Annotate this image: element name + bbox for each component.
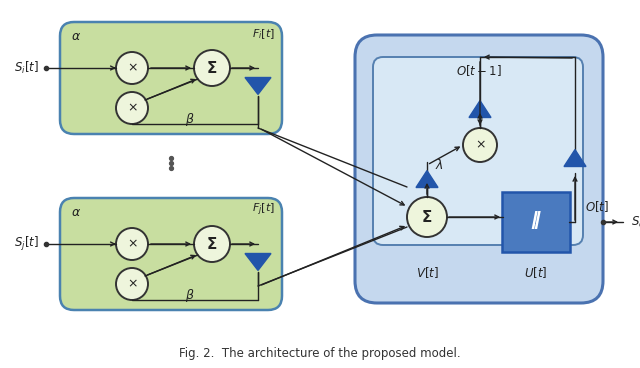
- Text: $\times$: $\times$: [127, 277, 138, 290]
- Text: $\alpha$: $\alpha$: [71, 29, 81, 42]
- Text: $\times$: $\times$: [127, 61, 138, 74]
- Circle shape: [116, 92, 148, 124]
- Text: $F_i[t]$: $F_i[t]$: [253, 27, 275, 41]
- Text: $\lambda$: $\lambda$: [435, 158, 444, 172]
- Polygon shape: [245, 254, 271, 270]
- Circle shape: [116, 52, 148, 84]
- Text: $\beta$: $\beta$: [185, 287, 195, 304]
- Text: $\times$: $\times$: [475, 138, 485, 152]
- Text: $U[t]$: $U[t]$: [524, 266, 548, 280]
- Text: $\times$: $\times$: [127, 102, 138, 114]
- Circle shape: [463, 128, 497, 162]
- Text: $S_{out}[t]$: $S_{out}[t]$: [631, 214, 640, 230]
- Circle shape: [116, 228, 148, 260]
- Circle shape: [194, 226, 230, 262]
- Polygon shape: [469, 100, 491, 117]
- Text: $S_j[t]$: $S_j[t]$: [13, 235, 38, 253]
- FancyBboxPatch shape: [60, 198, 282, 310]
- Circle shape: [194, 50, 230, 86]
- Text: Fig. 2.  The architecture of the proposed model.: Fig. 2. The architecture of the proposed…: [179, 347, 461, 361]
- Polygon shape: [245, 78, 271, 95]
- Text: $\mathbf{\Sigma}$: $\mathbf{\Sigma}$: [206, 60, 218, 76]
- Text: $\alpha$: $\alpha$: [71, 205, 81, 219]
- Text: $\mathit{I\!I}$: $\mathit{I\!I}$: [530, 210, 542, 234]
- Circle shape: [116, 268, 148, 300]
- Circle shape: [407, 197, 447, 237]
- Text: $\mathbf{\Sigma}$: $\mathbf{\Sigma}$: [421, 209, 433, 225]
- FancyBboxPatch shape: [373, 57, 583, 245]
- Text: $V[t]$: $V[t]$: [415, 266, 438, 280]
- Polygon shape: [416, 171, 438, 188]
- FancyBboxPatch shape: [60, 22, 282, 134]
- FancyBboxPatch shape: [502, 192, 570, 252]
- Text: $\beta$: $\beta$: [185, 112, 195, 128]
- Text: $\times$: $\times$: [127, 237, 138, 251]
- Text: $O[t-1]$: $O[t-1]$: [456, 64, 502, 78]
- Text: $O[t]$: $O[t]$: [585, 199, 609, 215]
- Text: $S_i[t]$: $S_i[t]$: [13, 60, 38, 76]
- Polygon shape: [564, 150, 586, 166]
- Text: $\mathbf{\Sigma}$: $\mathbf{\Sigma}$: [206, 236, 218, 252]
- Text: $F_j[t]$: $F_j[t]$: [253, 202, 275, 218]
- FancyBboxPatch shape: [355, 35, 603, 303]
